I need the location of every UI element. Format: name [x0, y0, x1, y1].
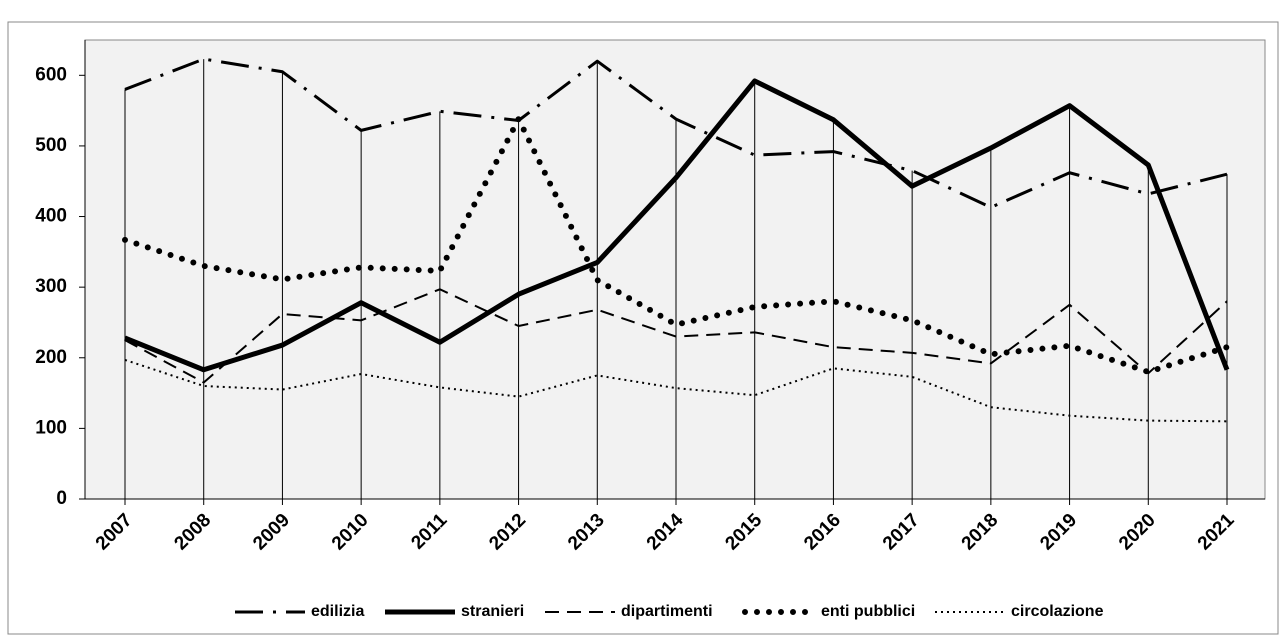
y-tick-label: 600: [35, 64, 67, 85]
series-line: [124, 57, 1228, 209]
legend-label: stranieri: [461, 603, 524, 620]
y-tick-label: 500: [35, 135, 67, 156]
legend-label: enti pubblici: [821, 603, 915, 620]
series-line: [124, 288, 1228, 384]
y-tick-label: 200: [35, 347, 67, 368]
y-tick-label: 0: [56, 488, 67, 509]
series-line: [124, 78, 1230, 373]
legend-label: dipartimenti: [621, 603, 713, 620]
plot-area: [84, 39, 1266, 500]
series-line: [122, 116, 1230, 375]
y-tick-label: 400: [35, 206, 67, 227]
legend-label: edilizia: [311, 603, 364, 620]
legend-label: circolazione: [1011, 603, 1104, 620]
y-tick-label: 300: [35, 276, 67, 297]
y-tick-label: 100: [35, 417, 67, 438]
